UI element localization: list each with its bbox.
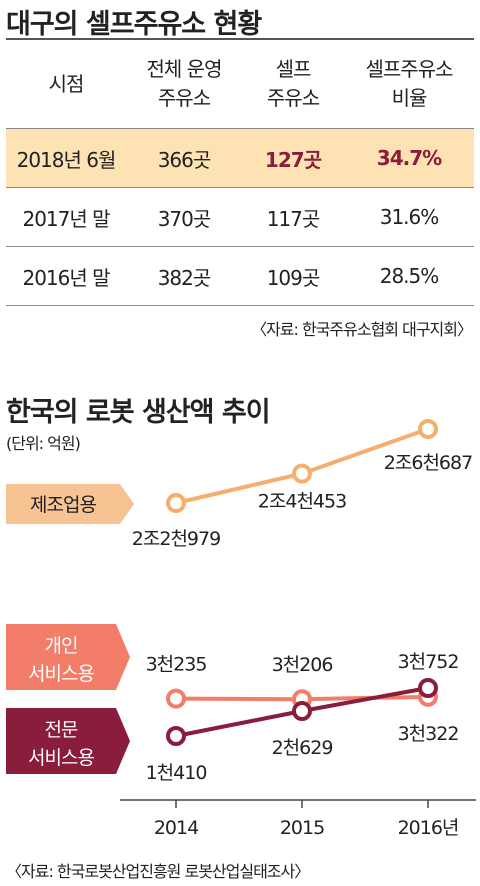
series-tag-label: 서비스용	[28, 663, 94, 685]
series-tag-manufacturing	[6, 484, 134, 524]
cell-total: 366곳	[126, 128, 242, 188]
data-point	[292, 463, 312, 484]
table-top-rule	[6, 38, 474, 40]
series-tag-label: 개인	[45, 635, 78, 657]
series-tag-label: 서비스용	[28, 747, 94, 769]
cell-self: 109곳	[242, 246, 344, 306]
cell-total: 370곳	[126, 187, 242, 247]
cell-self: 127곳	[242, 128, 344, 188]
table-row: 2016년 말 382곳 109곳 28.5%	[6, 246, 474, 306]
data-label: 3천235	[146, 654, 207, 676]
chart-unit: (단위: 억원)	[6, 434, 81, 453]
series-tag-personal-service	[6, 624, 130, 690]
header-period: 시점	[48, 71, 85, 96]
series-tag-label: 제조업용	[30, 494, 96, 516]
table-row: 2017년 말 370곳 117곳 31.6%	[6, 187, 474, 247]
header-ratio: 셀프주유소 비율	[365, 57, 454, 110]
table-header-row: 시점 전체 운영 주유소 셀프 주유소 셀프주유소 비율	[6, 40, 474, 129]
table-source: 〈자료: 한국주유소협회 대구지회〉	[251, 320, 473, 339]
data-label: 2조6천687	[384, 452, 472, 474]
data-point	[418, 419, 438, 439]
chart-source: 〈자료: 한국로봇산업진흥원 로봇산업실태조사〉	[6, 862, 310, 881]
cell-total: 382곳	[126, 246, 242, 306]
cell-period: 2018년 6월	[6, 128, 126, 188]
cell-ratio: 28.5%	[344, 246, 474, 306]
data-point	[418, 678, 438, 698]
header-self: 셀프 주유소	[266, 57, 320, 110]
cell-period: 2016년 말	[6, 246, 126, 306]
series-tag-professional-service	[6, 708, 130, 774]
chart-title: 한국의 로봇 생산액 추이	[6, 397, 271, 428]
data-label: 2조4천453	[258, 491, 346, 513]
x-tick-label: 2015	[280, 817, 324, 839]
table-title: 대구의 셀프주유소 현황	[6, 9, 262, 40]
x-tick-label: 2016년	[398, 817, 459, 839]
data-point	[292, 701, 312, 722]
data-point	[166, 493, 186, 513]
x-tick-label: 2014	[154, 817, 199, 839]
data-label: 2조2천979	[132, 528, 220, 550]
cell-ratio: 34.7%	[344, 128, 474, 188]
data-label: 3천752	[398, 651, 459, 673]
data-label: 3천206	[272, 654, 333, 676]
cell-ratio: 31.6%	[344, 187, 474, 247]
series-tag-label: 전문	[45, 719, 78, 741]
data-point	[166, 688, 186, 709]
table-row: 2018년 6월 366곳 127곳 34.7%	[6, 128, 474, 188]
cell-self: 117곳	[242, 187, 344, 247]
data-point	[166, 726, 186, 746]
cell-period: 2017년 말	[6, 187, 126, 247]
header-total: 전체 운영 주유소	[146, 57, 223, 110]
data-label: 1천410	[146, 762, 207, 784]
data-label: 3천322	[398, 723, 459, 745]
data-label: 2천629	[272, 737, 333, 759]
self-station-table: 시점 전체 운영 주유소 셀프 주유소 셀프주유소 비율 2018년 6월 366곳 …	[6, 40, 474, 306]
